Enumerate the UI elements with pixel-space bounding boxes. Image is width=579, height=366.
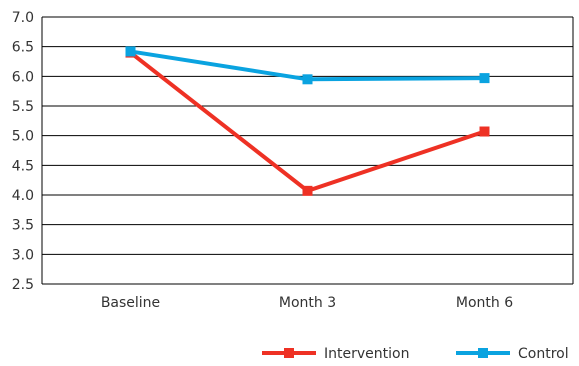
data-point-intervention bbox=[479, 126, 490, 137]
legend-marker-intervention bbox=[284, 348, 294, 358]
y-tick-label: 6.5 bbox=[12, 40, 34, 56]
x-tick-label: Month 6 bbox=[456, 295, 513, 311]
legend-label-intervention: Intervention bbox=[324, 346, 409, 362]
y-tick-label: 4.0 bbox=[12, 188, 34, 204]
x-tick-label: Month 3 bbox=[279, 295, 336, 311]
legend-marker-control bbox=[478, 348, 488, 358]
y-tick-label: 5.0 bbox=[12, 129, 34, 145]
y-tick-label: 2.5 bbox=[12, 277, 34, 293]
data-point-control bbox=[479, 73, 490, 84]
data-point-intervention bbox=[302, 185, 313, 196]
y-tick-label: 7.0 bbox=[12, 10, 34, 26]
y-tick-label: 3.0 bbox=[12, 247, 34, 263]
y-tick-label: 5.5 bbox=[12, 99, 34, 115]
legend-label-control: Control bbox=[518, 346, 569, 362]
series-line-intervention bbox=[129, 51, 486, 194]
data-point-control bbox=[302, 74, 313, 85]
x-tick-label: Baseline bbox=[101, 295, 160, 311]
y-tick-label: 3.5 bbox=[12, 218, 34, 234]
y-tick-label: 4.5 bbox=[12, 158, 34, 174]
data-point-control bbox=[125, 46, 136, 57]
y-tick-label: 6.0 bbox=[12, 69, 34, 85]
